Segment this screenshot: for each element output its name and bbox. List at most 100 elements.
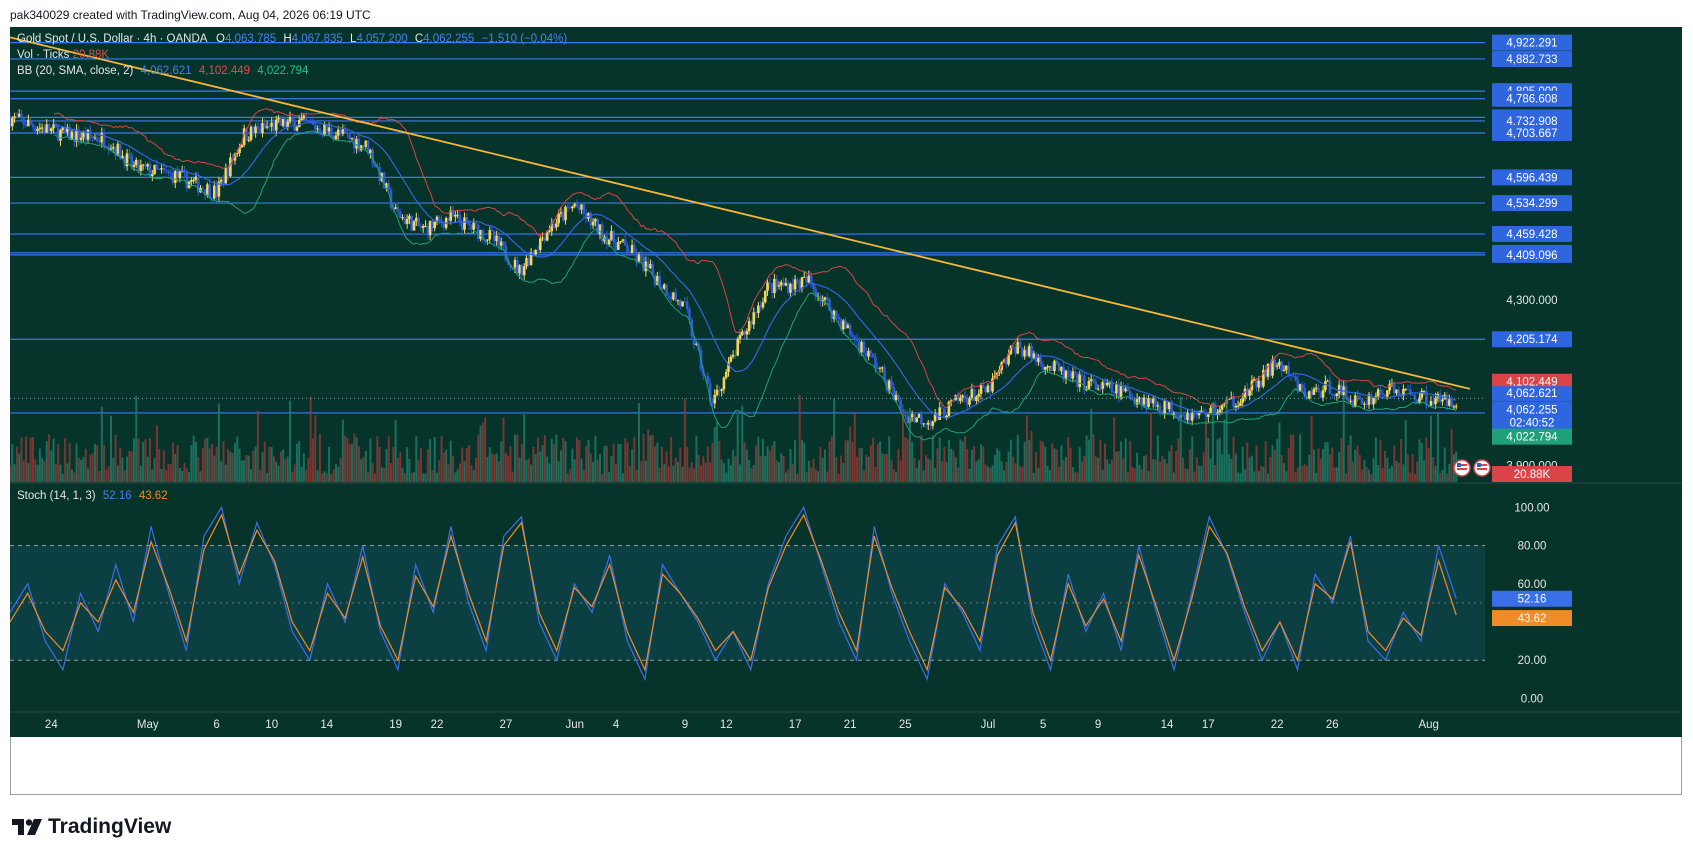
volume-bar [403, 473, 406, 482]
volume-bar [800, 439, 803, 482]
volume-bar [1078, 447, 1081, 482]
volume-bar [663, 464, 666, 482]
volume-bar [201, 448, 204, 482]
candle-body [915, 417, 919, 422]
candle-body [451, 210, 455, 217]
stoch-d-label-bg [1492, 610, 1572, 627]
volume-bar [628, 466, 631, 482]
volume-bar [697, 454, 700, 482]
volume-bar [631, 449, 634, 482]
volume-bar [330, 473, 333, 482]
candle-body [1112, 391, 1116, 394]
last-price-label: 4,062.255 [1506, 404, 1557, 416]
candle-body [874, 356, 877, 368]
legend-symbol[interactable]: Gold Spot / U.S. Dollar · 4h · OANDA [17, 33, 207, 45]
candle-body [959, 397, 962, 401]
candle-body [302, 115, 306, 119]
volume-bar [107, 466, 110, 482]
volume-bar [1377, 465, 1380, 482]
volume-bar [996, 448, 999, 482]
volume-bar [543, 435, 546, 482]
volume-bar [1365, 467, 1368, 482]
candle-body [789, 283, 792, 293]
candle-body [623, 239, 627, 246]
volume-bar [1446, 473, 1449, 482]
candle-body [848, 325, 852, 335]
volume-bar [495, 453, 498, 482]
volume-bar [564, 441, 567, 482]
legend-vol-label[interactable]: Vol · Ticks [17, 49, 70, 61]
bb-basis-label: 4,062.621 [1506, 388, 1557, 400]
candle-body [398, 211, 402, 219]
candle-body [555, 223, 558, 228]
volume-bar [1007, 451, 1010, 482]
candle-body [1053, 360, 1056, 371]
volume-bar [1172, 472, 1175, 482]
legend-stoch-label[interactable]: Stoch (14, 1, 3) [17, 490, 96, 502]
volume-bar [217, 403, 220, 482]
candle-body [541, 237, 544, 239]
candle-body [1321, 390, 1325, 398]
volume-bar [181, 470, 184, 482]
legend-c-label: C [414, 33, 424, 45]
volume-bar [1136, 452, 1139, 482]
candle-body [578, 207, 581, 210]
volume-bar [927, 458, 930, 482]
legend-bb: BB (20, SMA, close, 2) 4,062.621 4,102.4… [17, 65, 308, 77]
volume-bar [1060, 445, 1063, 482]
candle-body [295, 127, 299, 131]
candle-body [162, 167, 166, 171]
time-tick-label: 26 [1326, 719, 1339, 731]
candle-body [454, 215, 457, 217]
candle-body [1080, 374, 1084, 376]
volume-bar [1436, 413, 1439, 482]
volume-bar [534, 454, 537, 482]
volume-bar [576, 437, 579, 482]
chart-canvas[interactable]: 4,922.2914,882.7334,805.0004,786.6084,74… [10, 27, 1682, 737]
tradingview-logo-text: TradingView [48, 815, 172, 838]
volume-bar [1145, 454, 1148, 482]
candle-body [95, 137, 99, 142]
level-label-bg [1492, 226, 1572, 243]
volume-bar [615, 463, 618, 482]
volume-bar [523, 414, 526, 482]
volume-bar [1064, 457, 1067, 482]
level-label: 4,596.439 [1506, 172, 1557, 184]
candle-body [270, 122, 273, 127]
candle-body [1083, 375, 1086, 391]
volume-bar [169, 464, 172, 482]
candle-body [1223, 403, 1226, 405]
candle-body [571, 206, 574, 209]
volume-bar [686, 446, 689, 482]
level-label: 4,205.174 [1506, 334, 1558, 346]
volume-bar [1131, 466, 1134, 482]
bb-lower-line [53, 130, 1457, 441]
candle-body [203, 189, 207, 196]
volume-bar [819, 446, 822, 482]
legend-bb-label[interactable]: BB (20, SMA, close, 2) [17, 65, 134, 77]
candle-body [773, 278, 776, 294]
volume-bar [984, 464, 987, 482]
volume-bar [1379, 440, 1382, 482]
candle-body [1094, 381, 1098, 390]
candle-body [504, 245, 508, 261]
candle-body [947, 401, 951, 416]
volume-bar [1074, 471, 1077, 482]
candle-body [1126, 388, 1130, 392]
candle-body [458, 214, 462, 223]
candle-body [662, 284, 666, 289]
volume-bar [1042, 441, 1045, 482]
candle-body [286, 121, 290, 128]
candle-body [369, 149, 372, 153]
candle-body [437, 216, 441, 221]
candle-body [1360, 399, 1364, 405]
candle-body [1248, 390, 1251, 396]
candle-body [258, 128, 262, 134]
volume-bar [447, 464, 450, 482]
candle-body [656, 276, 659, 285]
volume-bar [135, 395, 138, 482]
tradingview-logo[interactable]: TradingView [12, 815, 171, 839]
candle-body [991, 378, 994, 392]
candle-body [242, 128, 246, 145]
candle-body [630, 245, 634, 253]
